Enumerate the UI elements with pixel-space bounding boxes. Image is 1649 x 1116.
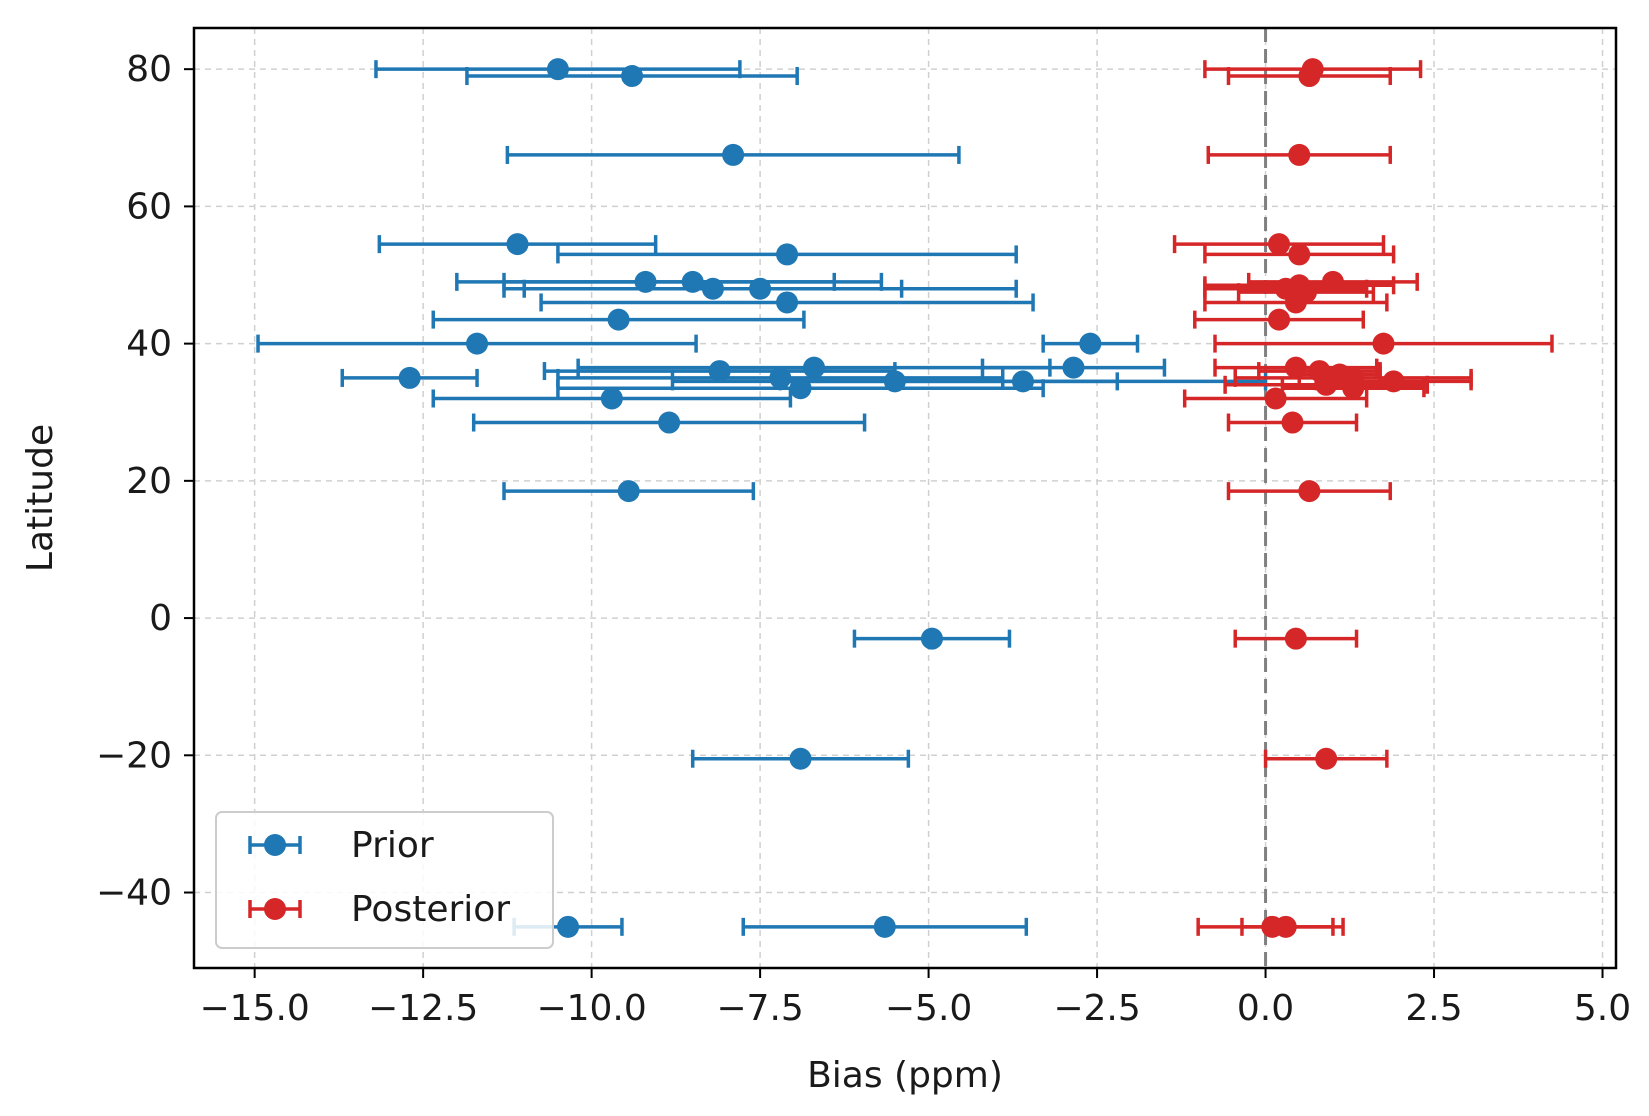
posterior-point bbox=[1264, 387, 1287, 410]
prior-point bbox=[557, 915, 580, 938]
posterior-point bbox=[1268, 308, 1291, 331]
prior-point bbox=[708, 360, 731, 383]
posterior-point bbox=[1284, 627, 1307, 650]
posterior-point bbox=[1315, 747, 1338, 770]
y-tick-label: −40 bbox=[96, 873, 172, 914]
x-tick-label: 0.0 bbox=[1237, 988, 1294, 1029]
prior-point bbox=[769, 366, 792, 389]
prior-point bbox=[1062, 356, 1085, 379]
prior-point bbox=[681, 270, 704, 293]
legend-point bbox=[264, 834, 286, 856]
posterior-point bbox=[1268, 233, 1291, 256]
x-tick-label: −12.5 bbox=[368, 988, 478, 1029]
legend-label-posterior: Posterior bbox=[351, 889, 510, 930]
prior-point bbox=[789, 747, 812, 770]
prior-point bbox=[776, 243, 799, 266]
prior-point bbox=[1079, 332, 1102, 355]
x-axis-title: Bias (ppm) bbox=[807, 1055, 1003, 1096]
legend: Prior Posterior bbox=[215, 811, 554, 949]
x-axis: −15.0 −12.5 −10.0 −7.5 −5.0 −2.5 0.0 2.5 5.0 bbox=[199, 968, 1631, 1029]
prior-point bbox=[873, 915, 896, 938]
prior-point bbox=[883, 370, 906, 393]
legend-item-posterior: Posterior bbox=[248, 889, 510, 930]
posterior-point bbox=[1372, 332, 1395, 355]
legend-label-prior: Prior bbox=[351, 825, 434, 866]
posterior-point bbox=[1315, 373, 1338, 396]
posterior-point bbox=[1281, 411, 1304, 434]
prior-point bbox=[466, 332, 489, 355]
legend-marker-posterior-icon bbox=[248, 898, 302, 920]
y-tick-label: 80 bbox=[126, 49, 172, 90]
x-tick-label: −10.0 bbox=[536, 988, 646, 1029]
y-axis: −40 −20 0 20 40 60 80 bbox=[96, 49, 194, 914]
prior-point bbox=[506, 233, 529, 256]
prior-point bbox=[600, 387, 623, 410]
y-tick-label: 40 bbox=[126, 324, 172, 365]
y-tick-label: 20 bbox=[126, 461, 172, 502]
x-tick-label: 2.5 bbox=[1405, 988, 1462, 1029]
x-tick-label: −15.0 bbox=[199, 988, 309, 1029]
series-posterior bbox=[1172, 58, 1554, 938]
posterior-point bbox=[1382, 370, 1405, 393]
posterior-point bbox=[1288, 243, 1311, 266]
prior-point bbox=[701, 277, 724, 300]
prior-point bbox=[803, 356, 826, 379]
posterior-point bbox=[1298, 65, 1321, 88]
x-tick-label: −5.0 bbox=[885, 988, 972, 1029]
series-prior bbox=[256, 58, 1268, 938]
legend-item-prior: Prior bbox=[248, 825, 434, 866]
y-tick-label: 0 bbox=[149, 598, 172, 639]
prior-point bbox=[607, 308, 630, 331]
data-marks bbox=[256, 58, 1554, 938]
x-tick-label: −2.5 bbox=[1053, 988, 1140, 1029]
prior-point bbox=[617, 480, 640, 503]
posterior-point bbox=[1321, 270, 1344, 293]
prior-point bbox=[1011, 370, 1034, 393]
posterior-point bbox=[1284, 291, 1307, 314]
posterior-point bbox=[1284, 356, 1307, 379]
prior-point bbox=[722, 143, 745, 166]
prior-point bbox=[658, 411, 681, 434]
prior-point bbox=[776, 291, 799, 314]
prior-point bbox=[920, 627, 943, 650]
plot-frame bbox=[192, 26, 1618, 970]
prior-point bbox=[749, 277, 772, 300]
y-tick-label: −20 bbox=[96, 735, 172, 776]
y-axis-title: Latitude bbox=[20, 424, 61, 572]
prior-point bbox=[546, 58, 569, 81]
y-tick-label: 60 bbox=[126, 186, 172, 227]
x-tick-label: 5.0 bbox=[1574, 988, 1631, 1029]
posterior-point bbox=[1298, 480, 1321, 503]
posterior-point bbox=[1261, 915, 1284, 938]
posterior-point bbox=[1342, 377, 1365, 400]
posterior-point bbox=[1288, 143, 1311, 166]
prior-point bbox=[398, 366, 421, 389]
prior-point bbox=[621, 65, 644, 88]
legend-marker-prior-icon bbox=[248, 834, 302, 856]
legend-point bbox=[264, 898, 286, 920]
prior-point bbox=[789, 377, 812, 400]
x-tick-label: −7.5 bbox=[716, 988, 803, 1029]
prior-point bbox=[634, 270, 657, 293]
